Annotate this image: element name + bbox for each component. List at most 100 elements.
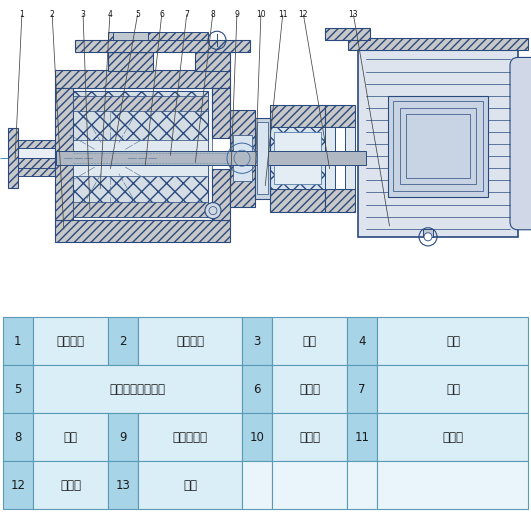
Text: 13: 13 bbox=[116, 479, 131, 492]
Bar bbox=[378, 461, 528, 509]
Bar bbox=[358, 50, 518, 237]
Bar bbox=[233, 135, 252, 181]
Bar bbox=[8, 128, 18, 188]
Text: 止推环: 止推环 bbox=[299, 431, 320, 444]
Bar bbox=[400, 108, 476, 184]
Text: 动环: 动环 bbox=[446, 335, 460, 348]
Text: 外磁钢总成: 外磁钢总成 bbox=[173, 431, 208, 444]
Bar bbox=[325, 28, 370, 40]
Bar bbox=[347, 317, 378, 366]
Bar bbox=[18, 140, 56, 148]
Bar bbox=[113, 32, 148, 40]
Bar bbox=[3, 461, 33, 509]
Text: 泵轴: 泵轴 bbox=[64, 431, 78, 444]
Bar bbox=[3, 317, 33, 366]
Bar bbox=[212, 169, 230, 220]
Text: 4: 4 bbox=[108, 10, 113, 19]
Bar bbox=[33, 366, 242, 414]
Text: 9: 9 bbox=[235, 10, 239, 19]
Bar bbox=[73, 140, 208, 176]
Text: 2: 2 bbox=[49, 10, 54, 19]
Bar bbox=[3, 366, 33, 414]
Text: 泵体衬套: 泵体衬套 bbox=[176, 335, 204, 348]
Text: 3: 3 bbox=[81, 10, 85, 19]
Bar bbox=[3, 414, 33, 461]
Text: 11: 11 bbox=[278, 10, 288, 19]
Text: 8: 8 bbox=[211, 10, 216, 19]
Bar bbox=[56, 151, 366, 165]
Text: 12: 12 bbox=[11, 479, 25, 492]
Text: 1: 1 bbox=[20, 10, 24, 19]
Bar bbox=[272, 366, 347, 414]
Text: 10: 10 bbox=[256, 10, 266, 19]
Bar bbox=[138, 461, 242, 509]
Text: 10: 10 bbox=[250, 431, 264, 444]
Bar bbox=[257, 122, 268, 195]
Bar bbox=[393, 101, 483, 191]
Text: 联接架: 联接架 bbox=[60, 479, 81, 492]
Bar bbox=[73, 96, 208, 111]
Bar bbox=[18, 158, 56, 168]
Text: 6: 6 bbox=[159, 10, 165, 19]
Bar bbox=[347, 414, 378, 461]
Bar bbox=[75, 40, 250, 52]
Bar bbox=[18, 158, 56, 168]
Bar bbox=[325, 127, 335, 189]
Text: 8: 8 bbox=[14, 431, 22, 444]
Bar bbox=[18, 168, 56, 176]
Bar bbox=[423, 229, 433, 237]
Bar bbox=[33, 461, 108, 509]
Text: 7: 7 bbox=[185, 10, 190, 19]
Text: 6: 6 bbox=[253, 383, 261, 396]
Bar bbox=[347, 461, 378, 509]
Text: 13: 13 bbox=[348, 10, 358, 19]
Bar bbox=[55, 220, 230, 242]
Bar bbox=[270, 189, 325, 211]
Bar bbox=[55, 70, 230, 88]
Bar bbox=[325, 105, 355, 127]
Text: 5: 5 bbox=[135, 10, 140, 19]
Text: 3: 3 bbox=[253, 335, 261, 348]
Text: 轴承: 轴承 bbox=[446, 383, 460, 396]
Bar bbox=[272, 461, 347, 509]
Bar bbox=[55, 88, 73, 220]
Circle shape bbox=[424, 233, 432, 241]
Text: 电机: 电机 bbox=[183, 479, 197, 492]
Text: 隔离套: 隔离套 bbox=[442, 431, 464, 444]
Text: 叶轮、内磁钢总成: 叶轮、内磁钢总成 bbox=[109, 383, 166, 396]
Bar bbox=[73, 91, 208, 217]
Text: 2: 2 bbox=[119, 335, 127, 348]
Bar bbox=[73, 88, 212, 220]
Bar bbox=[108, 52, 153, 71]
Bar bbox=[242, 317, 272, 366]
Text: 静环: 静环 bbox=[303, 335, 316, 348]
Bar bbox=[242, 366, 272, 414]
Bar bbox=[108, 461, 138, 509]
Bar bbox=[18, 148, 56, 158]
Text: 4: 4 bbox=[358, 335, 366, 348]
Bar bbox=[73, 202, 208, 217]
Bar bbox=[138, 317, 242, 366]
Bar bbox=[108, 414, 138, 461]
Text: 12: 12 bbox=[298, 10, 308, 19]
Text: 7: 7 bbox=[358, 383, 366, 396]
Bar bbox=[212, 88, 230, 138]
Bar bbox=[108, 32, 208, 40]
Bar bbox=[242, 414, 272, 461]
Bar bbox=[270, 105, 325, 127]
Bar bbox=[270, 127, 325, 189]
Text: 9: 9 bbox=[119, 431, 127, 444]
Bar bbox=[272, 317, 347, 366]
Bar bbox=[33, 317, 108, 366]
Text: 密封圈: 密封圈 bbox=[299, 383, 320, 396]
Bar bbox=[345, 127, 355, 189]
FancyBboxPatch shape bbox=[510, 57, 531, 230]
Bar bbox=[378, 317, 528, 366]
Text: 进口法兰: 进口法兰 bbox=[56, 335, 84, 348]
Bar bbox=[242, 461, 272, 509]
Bar bbox=[230, 110, 255, 206]
Bar bbox=[325, 189, 355, 211]
Text: 1: 1 bbox=[14, 335, 22, 348]
Bar bbox=[103, 40, 158, 52]
Bar bbox=[272, 414, 347, 461]
